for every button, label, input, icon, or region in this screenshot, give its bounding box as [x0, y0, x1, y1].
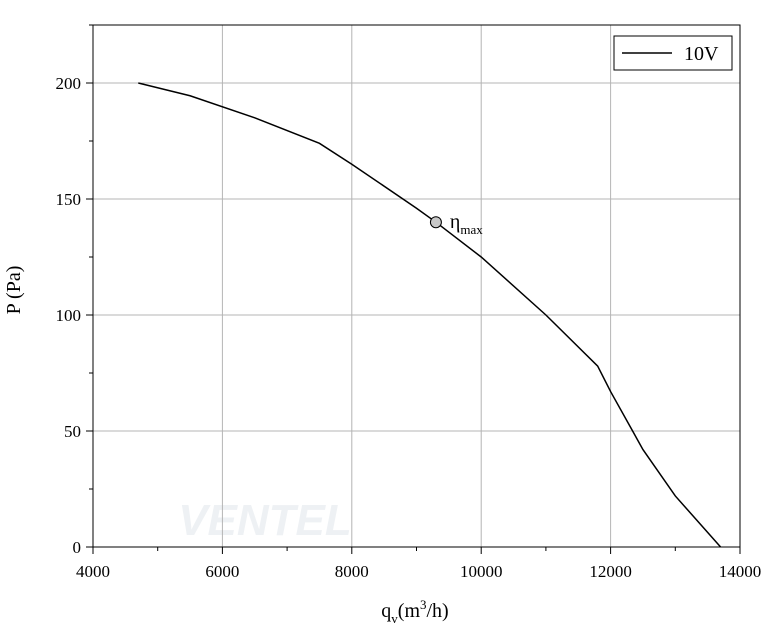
annotation-label: ηmax	[450, 211, 483, 237]
y-tick-label: 0	[73, 538, 82, 557]
annotation-point	[429, 216, 442, 229]
x-tick-label: 10000	[460, 562, 503, 581]
data-line	[138, 82, 722, 548]
x-tick-label: 6000	[205, 562, 239, 581]
x-label-sub: v	[391, 611, 398, 626]
x-label-part: (m	[398, 600, 421, 622]
watermark: VENTEL	[178, 496, 352, 545]
y-tick-label: 200	[56, 74, 82, 93]
legend: 10V	[613, 35, 733, 71]
plot-frame	[92, 24, 741, 548]
legend-label: 10V	[684, 43, 719, 65]
x-tick-label: 8000	[335, 562, 369, 581]
annotation-sub: max	[460, 222, 483, 237]
y-tick-label: 150	[56, 190, 82, 209]
x-tick-label: 4000	[76, 562, 110, 581]
x-label-part: /h)	[427, 600, 449, 622]
x-tick-label: 14000	[719, 562, 762, 581]
y-tick-label: 100	[56, 306, 82, 325]
y-axis-label: P (Pa)	[3, 266, 25, 315]
legend-box	[613, 35, 733, 71]
x-label-sup: 3	[420, 597, 427, 612]
annotation-text: η	[450, 211, 460, 233]
x-axis-label: qv(m3/h)	[381, 597, 448, 626]
y-tick-label: 50	[64, 422, 81, 441]
x-tick-label: 12000	[589, 562, 632, 581]
x-label-part: q	[381, 600, 391, 622]
